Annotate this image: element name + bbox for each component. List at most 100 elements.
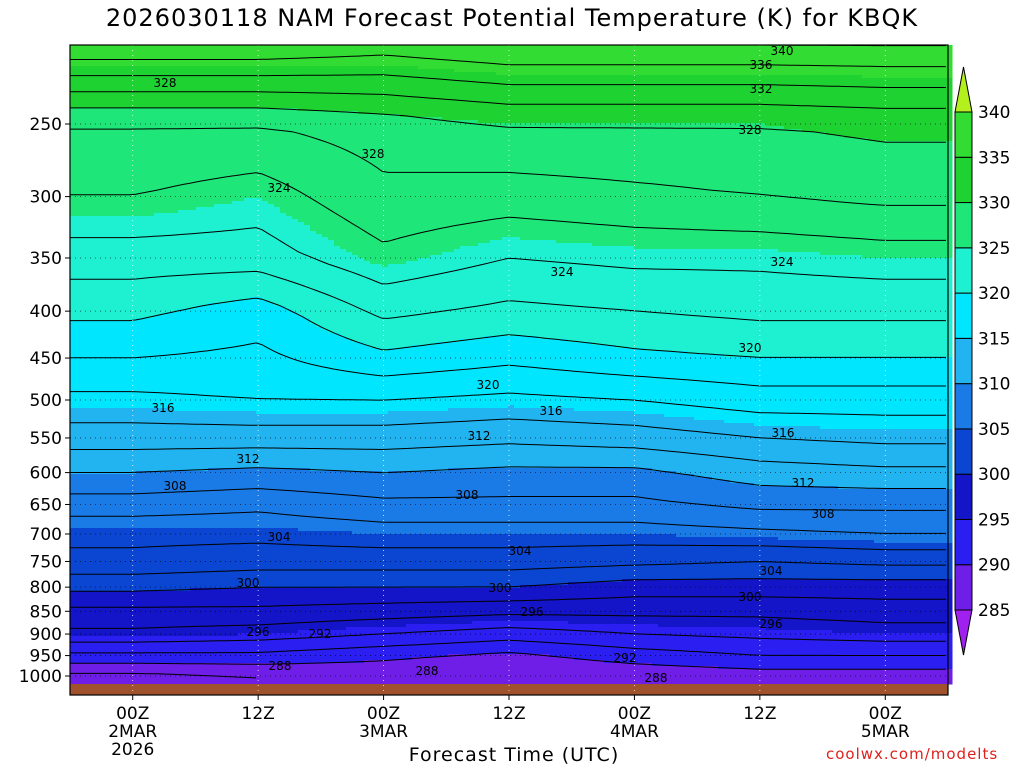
theta-cell — [160, 390, 167, 394]
theta-cell — [148, 492, 155, 496]
theta-cell — [148, 249, 155, 253]
theta-cell — [148, 579, 155, 583]
theta-cell — [94, 108, 101, 112]
theta-cell — [112, 552, 119, 556]
theta-cell — [112, 246, 119, 250]
theta-cell — [106, 558, 113, 562]
theta-cell — [178, 576, 185, 580]
theta-cell — [76, 666, 83, 670]
theta-cell — [160, 408, 167, 412]
theta-cell — [202, 564, 209, 568]
theta-cell — [118, 261, 125, 265]
theta-cell — [196, 234, 203, 238]
theta-cell — [106, 609, 113, 613]
theta-cell — [202, 462, 209, 466]
theta-cell — [160, 402, 167, 406]
theta-cell — [172, 72, 179, 76]
theta-cell — [202, 246, 209, 250]
theta-cell — [196, 252, 203, 256]
theta-cell — [142, 132, 149, 136]
theta-cell — [70, 420, 77, 424]
theta-cell — [142, 648, 149, 652]
theta-cell — [172, 561, 179, 565]
theta-cell — [118, 477, 125, 481]
theta-cell — [70, 351, 77, 355]
theta-cell — [76, 402, 83, 406]
theta-cell — [118, 408, 125, 412]
theta-cell — [70, 465, 77, 469]
theta-cell — [148, 504, 155, 508]
theta-cell — [184, 204, 191, 208]
theta-cell — [208, 132, 215, 136]
theta-cell — [196, 318, 203, 322]
theta-cell — [82, 318, 89, 322]
theta-cell — [88, 87, 95, 91]
theta-cell — [148, 297, 155, 301]
theta-cell — [196, 666, 203, 670]
theta-cell — [160, 678, 167, 682]
theta-cell — [70, 438, 77, 442]
theta-cell — [160, 636, 167, 640]
theta-cell — [178, 411, 185, 415]
theta-cell — [124, 159, 131, 163]
theta-cell — [178, 267, 185, 271]
theta-cell — [94, 609, 101, 613]
theta-cell — [124, 564, 131, 568]
theta-cell — [130, 438, 137, 442]
theta-cell — [196, 273, 203, 277]
theta-cell — [190, 546, 197, 550]
theta-cell — [184, 105, 191, 109]
theta-cell — [166, 168, 173, 172]
theta-cell — [94, 84, 101, 88]
theta-cell — [142, 207, 149, 211]
theta-cell — [154, 174, 161, 178]
theta-cell — [160, 453, 167, 457]
theta-cell — [118, 444, 125, 448]
theta-cell — [196, 624, 203, 628]
theta-cell — [148, 678, 155, 682]
theta-cell — [118, 219, 125, 223]
theta-cell — [190, 165, 197, 169]
theta-cell — [136, 201, 143, 205]
theta-cell — [82, 396, 89, 400]
theta-cell — [196, 591, 203, 595]
theta-cell — [100, 357, 107, 361]
theta-cell — [112, 150, 119, 154]
theta-cell — [88, 360, 95, 364]
theta-cell — [106, 57, 113, 61]
theta-cell — [172, 207, 179, 211]
theta-cell — [94, 204, 101, 208]
theta-cell — [112, 600, 119, 604]
theta-cell — [160, 72, 167, 76]
theta-cell — [82, 246, 89, 250]
theta-cell — [184, 183, 191, 187]
theta-cell — [148, 420, 155, 424]
theta-cell — [202, 183, 209, 187]
theta-cell — [166, 48, 173, 52]
theta-cell — [76, 576, 83, 580]
theta-cell — [178, 624, 185, 628]
theta-cell — [112, 417, 119, 421]
theta-cell — [82, 681, 89, 685]
theta-cell — [94, 570, 101, 574]
theta-cell — [88, 45, 95, 49]
theta-cell — [118, 210, 125, 214]
theta-cell — [178, 204, 185, 208]
theta-cell — [112, 87, 119, 91]
theta-cell — [76, 588, 83, 592]
theta-cell — [166, 582, 173, 586]
theta-cell — [130, 270, 137, 274]
theta-cell — [124, 456, 131, 460]
theta-cell — [118, 381, 125, 385]
theta-cell — [106, 531, 113, 535]
theta-cell — [178, 378, 185, 382]
theta-cell — [124, 351, 131, 355]
theta-cell — [100, 69, 107, 73]
theta-cell — [130, 534, 137, 538]
theta-cell — [154, 213, 161, 217]
theta-cell — [166, 120, 173, 124]
theta-cell — [76, 636, 83, 640]
theta-cell — [148, 660, 155, 664]
theta-cell — [88, 384, 95, 388]
theta-cell — [148, 582, 155, 586]
